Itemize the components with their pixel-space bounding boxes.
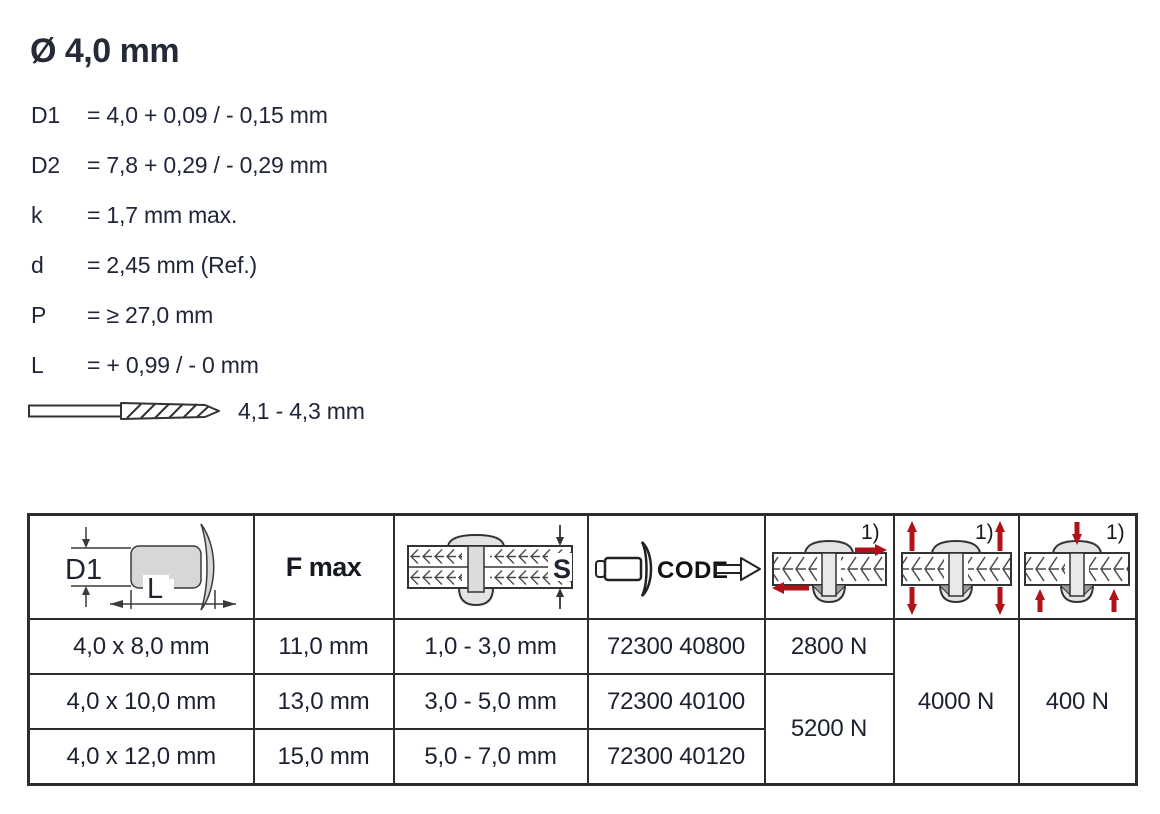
- fmax-header: F max: [252, 513, 395, 620]
- shear-cell: 2800 N: [763, 618, 895, 675]
- code-header: CODE: [586, 513, 766, 620]
- spec-row: D2 = 7,8 + 0,29 / - 0,29 mm: [31, 140, 328, 190]
- head-load-diagram-header: 1): [1017, 513, 1138, 620]
- spec-label: P: [31, 301, 47, 328]
- drill-bit-icon: [28, 402, 220, 420]
- spec-value: = 7,8 + 0,29 / - 0,29 mm: [87, 151, 328, 178]
- spec-label: L: [31, 351, 44, 378]
- code-cell: 72300 40100: [586, 673, 766, 730]
- table-header-row: D1 L F max: [27, 513, 1138, 620]
- spec-value: = + 0,99 / - 0 mm: [87, 351, 259, 378]
- spec-row: D1 = 4,0 + 0,09 / - 0,15 mm: [31, 90, 328, 140]
- size-len-label: L: [147, 573, 163, 605]
- size-cell: 4,0 x 12,0 mm: [27, 728, 255, 786]
- spec-label: d: [31, 251, 44, 278]
- spec-row: L = + 0,99 / - 0 mm: [31, 340, 328, 390]
- fmax-cell: 13,0 mm: [252, 673, 395, 730]
- shear-cell: 5200 N: [763, 673, 895, 786]
- spec-label: k: [31, 201, 43, 228]
- spec-label: D2: [31, 151, 61, 178]
- grip-cell: 5,0 - 7,0 mm: [392, 728, 589, 786]
- spec-list: D1 = 4,0 + 0,09 / - 0,15 mm D2 = 7,8 + 0…: [31, 90, 328, 390]
- size-cell: 4,0 x 10,0 mm: [27, 673, 255, 730]
- spec-row: k = 1,7 mm max.: [31, 190, 328, 240]
- grip-range-diagram-icon: S: [406, 525, 573, 609]
- shear-diagram-header: 1): [763, 513, 895, 620]
- page-title: Ø 4,0 mm: [30, 32, 180, 70]
- footnote-mark: 1): [975, 521, 994, 544]
- grip-label: S: [553, 554, 571, 584]
- fmax-cell: 15,0 mm: [252, 728, 395, 786]
- drill-size-row: 4,1 - 4,3 mm: [27, 394, 365, 428]
- spec-value: = 1,7 mm max.: [87, 201, 238, 228]
- spec-value: = ≥ 27,0 mm: [87, 301, 214, 328]
- footnote-mark: 1): [1106, 521, 1125, 544]
- rivet-spec-table: D1 L F max: [27, 513, 1138, 786]
- grip-cell: 1,0 - 3,0 mm: [392, 618, 589, 675]
- size-dim-label: D1: [65, 554, 102, 586]
- size-diagram-header: D1 L: [27, 513, 255, 620]
- spec-row: d = 2,45 mm (Ref.): [31, 240, 328, 290]
- tensile-load-icon: 1): [900, 521, 1012, 615]
- size-cell: 4,0 x 8,0 mm: [27, 618, 255, 675]
- fmax-cell: 11,0 mm: [252, 618, 395, 675]
- tensile-cell: 4000 N: [892, 618, 1020, 786]
- grip-cell: 3,0 - 5,0 mm: [392, 673, 589, 730]
- shear-load-icon: 1): [771, 521, 887, 604]
- fmax-label: F max: [285, 551, 362, 582]
- spec-row: P = ≥ 27,0 mm: [31, 290, 328, 340]
- table-row: 4,0 x 10,0 mm 13,0 mm 3,0 - 5,0 mm 72300…: [27, 673, 1137, 786]
- spec-label: D1: [31, 101, 61, 128]
- footnote-mark: 1): [861, 521, 880, 544]
- rivet-code-icon: CODE: [594, 541, 761, 597]
- head-load-cell: 400 N: [1017, 618, 1138, 786]
- table-row: 4,0 x 12,0 mm 15,0 mm 5,0 - 7,0 mm 72300…: [27, 728, 1137, 786]
- spec-value: = 2,45 mm (Ref.): [87, 251, 257, 278]
- spec-value: = 4,0 + 0,09 / - 0,15 mm: [87, 101, 328, 128]
- head-load-icon: 1): [1024, 521, 1131, 612]
- code-cell: 72300 40120: [586, 728, 766, 786]
- rivet-size-diagram-icon: D1 L: [63, 523, 237, 611]
- drill-size-range: 4,1 - 4,3 mm: [238, 397, 365, 424]
- code-cell: 72300 40800: [586, 618, 766, 675]
- tensile-diagram-header: 1): [892, 513, 1020, 620]
- grip-diagram-header: S: [392, 513, 589, 620]
- table-row: 4,0 x 8,0 mm 11,0 mm 1,0 - 3,0 mm 72300 …: [27, 618, 1138, 786]
